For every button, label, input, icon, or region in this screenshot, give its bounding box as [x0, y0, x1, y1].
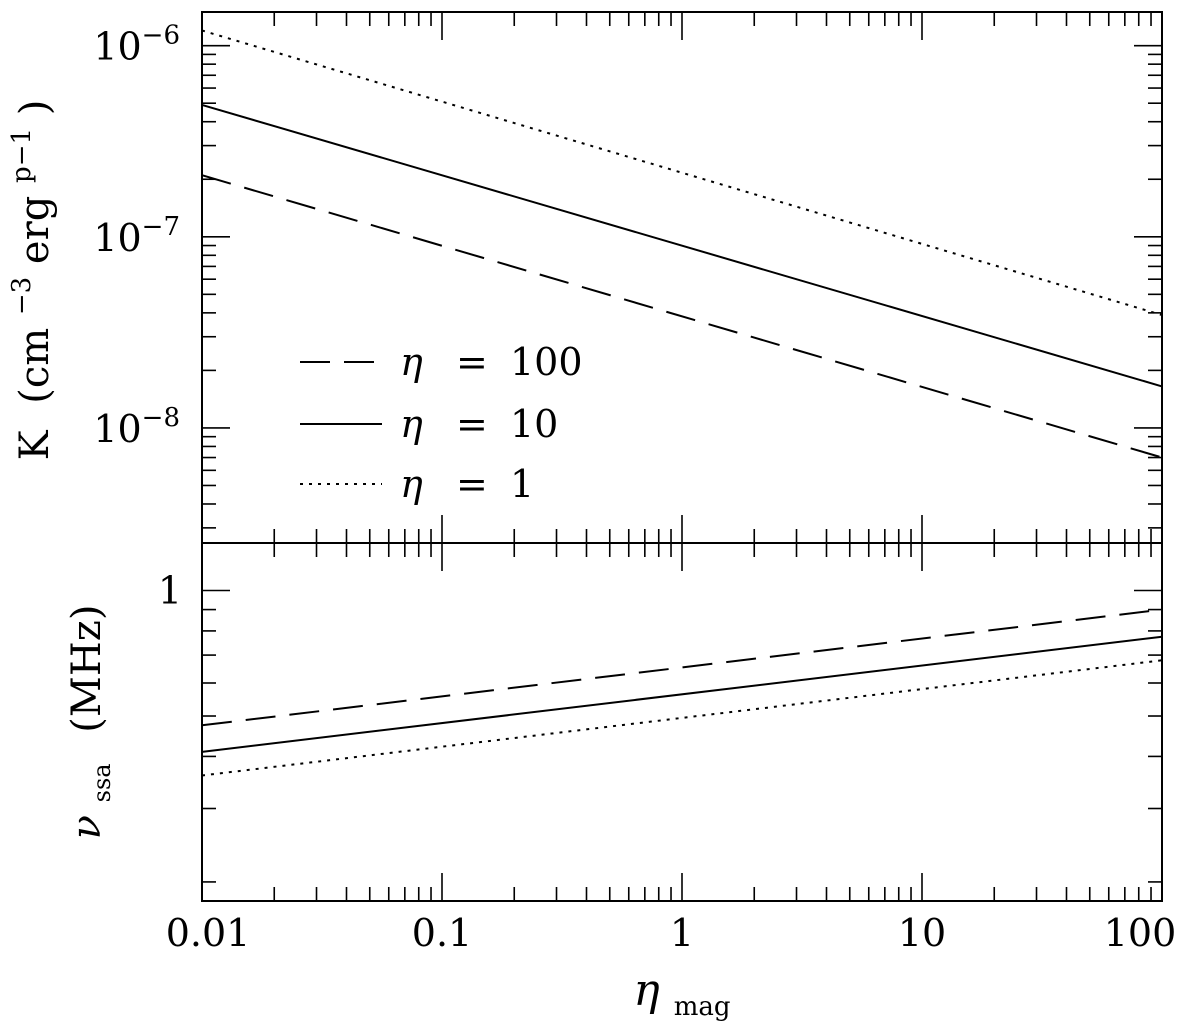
y-tick-exponent: −7: [142, 212, 180, 242]
top-series-dotted: [201, 29, 1163, 316]
top-ticks: [201, 12, 1163, 543]
y-label-exp2: p−1: [7, 128, 37, 183]
y-tick-base: 10: [93, 25, 141, 69]
x-axis-label: η mag: [633, 965, 730, 1022]
y-tick-label: 10−7: [93, 212, 180, 260]
legend-equals: =: [456, 340, 488, 384]
y-tick-base: 10: [93, 216, 141, 260]
x-tick-label: 0.1: [412, 911, 472, 955]
x-tick-label: 1: [670, 911, 694, 955]
y-label-sub: ssa: [88, 763, 116, 802]
legend-symbol: η: [400, 462, 423, 506]
x-label-eta: η: [633, 965, 659, 1016]
legend-symbol: η: [400, 402, 423, 446]
legend-label: 10: [510, 402, 558, 446]
x-label-sub: mag: [674, 992, 731, 1022]
bottom-y-axis-label: ν ssa (MHz): [64, 605, 120, 840]
legend-label: 100: [510, 340, 583, 384]
y-label-units-open: (cm: [12, 328, 58, 404]
y-tick-label: 1: [158, 569, 182, 613]
bottom-ticks: [201, 543, 1163, 901]
top-series-solid: [201, 103, 1163, 388]
legend-label: 1: [510, 462, 534, 506]
y-label-exp1: −3: [7, 277, 37, 315]
bottom-series-dotted: [201, 659, 1163, 777]
legend-symbol: η: [400, 340, 423, 384]
x-tick-label: 10: [898, 911, 946, 955]
y-tick-exponent: −8: [142, 403, 180, 433]
x-tick-label: 0.01: [166, 911, 251, 955]
y-label-nu: ν: [64, 815, 110, 839]
y-tick-label: 10−8: [93, 403, 180, 451]
y-label-units: (MHz): [64, 605, 110, 733]
y-label-main: K: [12, 429, 58, 460]
bottom-y-tick-labels: 1: [158, 569, 182, 613]
y-label-mid: erg: [12, 196, 58, 264]
bottom-series-solid: [201, 635, 1163, 753]
x-tick-label: 100: [1104, 911, 1177, 955]
x-tick-labels: 0.01 0.1 1 10 100: [166, 911, 1177, 955]
top-series-dashed: [201, 174, 1163, 459]
y-label-close: ): [12, 100, 58, 116]
bottom-panel: 1 0.01 0.1 1 10 100 ν ssa (MHz) η mag: [64, 542, 1177, 1022]
bottom-series-dashed: [201, 608, 1163, 727]
top-y-axis-label: K (cm −3 erg p−1 ): [0, 100, 58, 461]
top-y-tick-labels: 10−610−710−8: [93, 21, 180, 451]
bottom-panel-frame: [201, 542, 1163, 902]
legend-equals: =: [456, 402, 488, 446]
y-tick-base: 10: [93, 407, 141, 451]
top-panel-frame: [201, 11, 1163, 544]
y-tick-label: 10−6: [93, 21, 180, 69]
legend: η = 100 η = 10 η = 1: [300, 340, 583, 506]
legend-equals: =: [456, 462, 488, 506]
top-series-lines: [201, 29, 1163, 459]
bottom-series-lines: [201, 608, 1163, 777]
y-tick-exponent: −6: [142, 21, 180, 51]
